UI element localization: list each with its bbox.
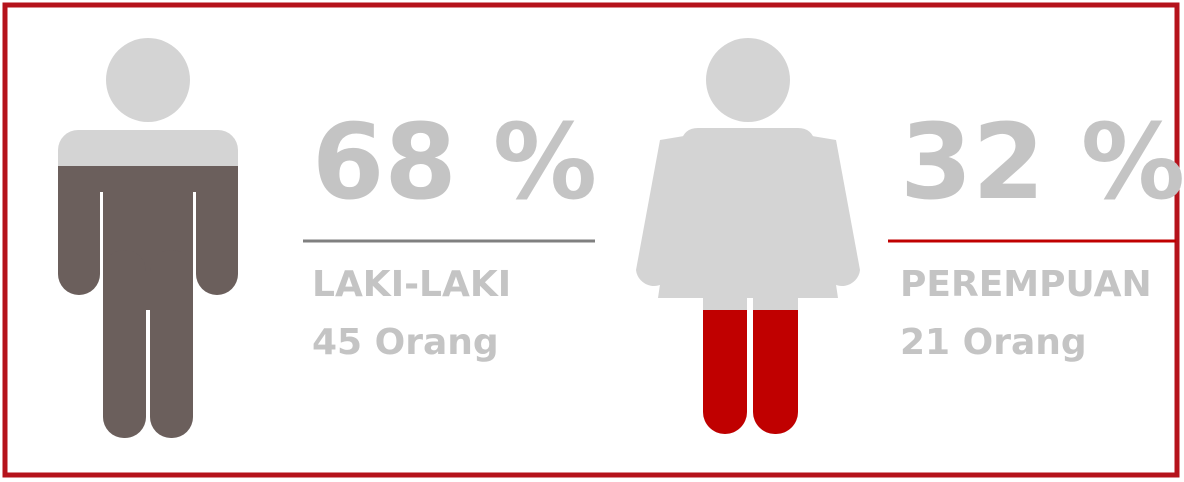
count-label: 45 Orang <box>312 322 499 363</box>
category-label: LAKI-LAKI <box>312 264 511 305</box>
percent-label: 32 % <box>900 101 1184 223</box>
category-label: PEREMPUAN <box>900 264 1152 305</box>
percent-label: 68 % <box>312 101 597 223</box>
count-label: 21 Orang <box>900 322 1087 363</box>
